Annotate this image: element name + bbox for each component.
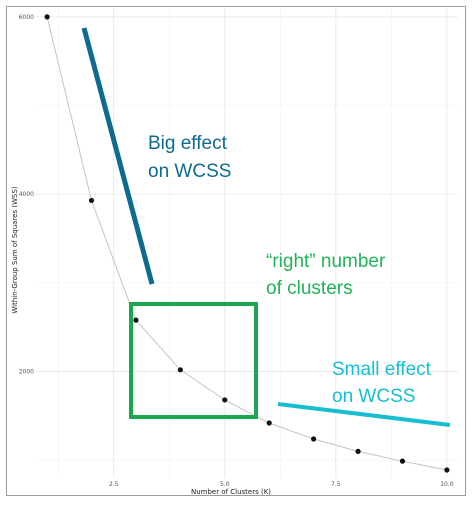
data-point bbox=[133, 317, 139, 323]
y-tick-label: 4000 bbox=[19, 191, 34, 198]
data-point bbox=[222, 397, 228, 403]
data-point bbox=[266, 420, 272, 426]
big-effect-line1: Big effect bbox=[148, 133, 228, 154]
data-point bbox=[444, 467, 450, 473]
x-tick-label: 2.5 bbox=[109, 481, 119, 488]
chart-frame bbox=[6, 6, 466, 496]
x-tick-label: 10.0 bbox=[440, 481, 454, 488]
data-point bbox=[88, 197, 95, 204]
y-tick-label: 6000 bbox=[19, 14, 34, 21]
x-tick-labels: 2.5 5.0 7.5 10.0 bbox=[109, 481, 454, 488]
y-tick-labels: 2000 4000 6000 bbox=[19, 14, 34, 376]
big-effect-line2: on WCSS bbox=[148, 161, 231, 182]
x-tick-label: 7.5 bbox=[331, 481, 341, 488]
small-effect-slope-line bbox=[277, 402, 451, 427]
data-points bbox=[44, 14, 450, 473]
grid bbox=[36, 8, 458, 478]
right-number-box bbox=[129, 302, 258, 419]
data-point bbox=[355, 448, 361, 454]
series-line bbox=[46, 16, 447, 471]
small-effect-line1: Small effect bbox=[332, 359, 432, 380]
data-point bbox=[177, 367, 183, 373]
y-tick-label: 2000 bbox=[19, 369, 34, 376]
right-number-line1: “right” number bbox=[266, 251, 386, 272]
right-number-line2: of clusters bbox=[266, 278, 353, 299]
data-point bbox=[44, 14, 50, 20]
data-point bbox=[399, 458, 406, 464]
x-tick-label: 5.0 bbox=[220, 481, 230, 488]
y-axis-title: Within-Group Sum of Squares (WSS) bbox=[11, 186, 19, 314]
small-effect-line2: on WCSS bbox=[332, 386, 415, 407]
big-effect-slope-line bbox=[81, 27, 155, 285]
x-axis-title: Number of Clusters (K) bbox=[191, 488, 271, 496]
data-point bbox=[311, 436, 317, 442]
